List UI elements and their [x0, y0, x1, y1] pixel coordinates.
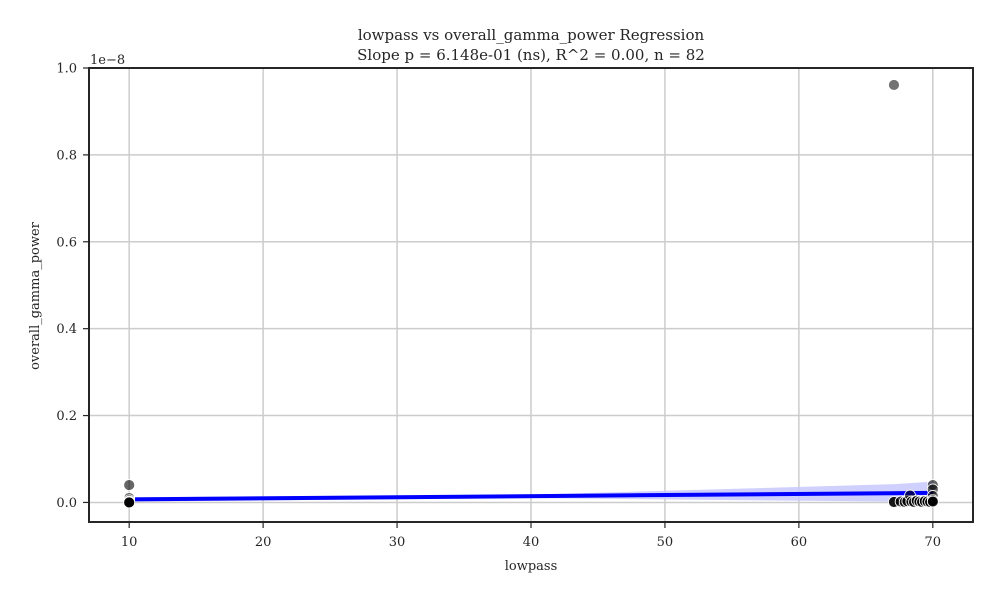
y-tick-label: 0.0 [56, 496, 77, 511]
y-tick-label: 0.8 [56, 148, 77, 163]
scatter-points [123, 79, 939, 509]
chart-subtitle: Slope p = 6.148e-01 (ns), R^2 = 0.00, n … [357, 46, 705, 64]
x-tick-label: 10 [121, 535, 138, 550]
y-tick-label: 0.4 [56, 322, 77, 337]
regression-line-layer [129, 490, 933, 502]
y-tick-label: 1.0 [56, 62, 77, 77]
y-tick-label: 0.6 [56, 235, 77, 250]
x-tick-label: 40 [523, 535, 540, 550]
data-point [123, 479, 136, 491]
x-tick-label: 60 [791, 535, 808, 550]
x-tick-label: 20 [255, 535, 272, 550]
axis-ticks: 10 20 30 40 50 60 70 0.0 0.2 0.4 0.6 0.8 1.0 [56, 62, 941, 551]
x-tick-label: 50 [657, 535, 674, 550]
data-point [926, 495, 939, 508]
y-tick-label: 0.2 [56, 409, 77, 424]
y-axis-offset-label: 1e−8 [90, 53, 125, 68]
data-point [123, 496, 136, 509]
x-axis-label: lowpass [505, 559, 558, 574]
chart-title: lowpass vs overall_gamma_power Regressio… [358, 26, 705, 44]
grid [89, 67, 973, 522]
x-tick-label: 70 [925, 535, 942, 550]
regression-line [129, 490, 933, 502]
data-point [888, 79, 900, 91]
y-axis-label: overall_gamma_power [28, 221, 43, 370]
plot-frame [88, 67, 974, 523]
x-tick-label: 30 [389, 535, 406, 550]
